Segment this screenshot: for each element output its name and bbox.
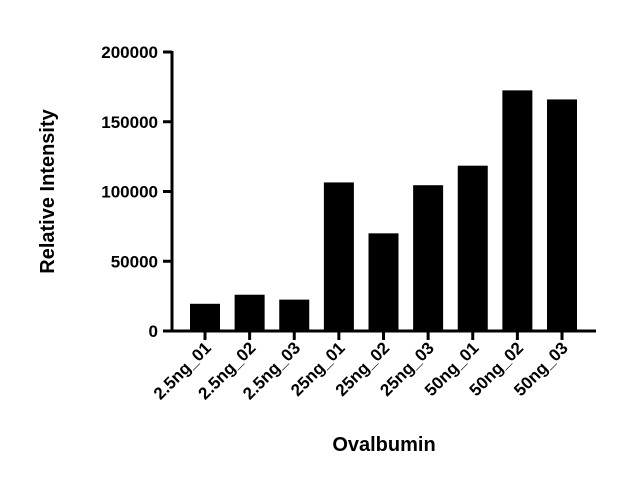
x-axis-title: Ovalbumin [332, 434, 435, 456]
bar-2.5ng_02 [234, 294, 265, 331]
bars-layer [190, 90, 577, 332]
bar-50ng_01 [457, 165, 488, 331]
y-tick-label: 200000 [101, 43, 158, 62]
x-ticks: 2.5ng_012.5ng_022.5ng_0325ng_0125ng_0225… [150, 331, 572, 403]
bar-50ng_03 [547, 99, 577, 332]
bar-50ng_02 [502, 90, 533, 331]
y-tick-label: 150000 [101, 113, 158, 132]
y-tick-label: 100000 [101, 183, 158, 202]
y-ticks: 0 50000 100000 150000 200000 [101, 43, 172, 341]
bar-25ng_01 [323, 182, 354, 331]
y-tick-label: 50000 [111, 252, 158, 271]
bar-2.5ng_03 [279, 299, 310, 331]
bar-25ng_03 [413, 185, 444, 331]
y-tick-label: 0 [149, 322, 158, 341]
y-axis-title: Relative Intensity [37, 108, 59, 273]
bar-2.5ng_01 [190, 303, 220, 331]
bar-25ng_02 [368, 233, 399, 331]
